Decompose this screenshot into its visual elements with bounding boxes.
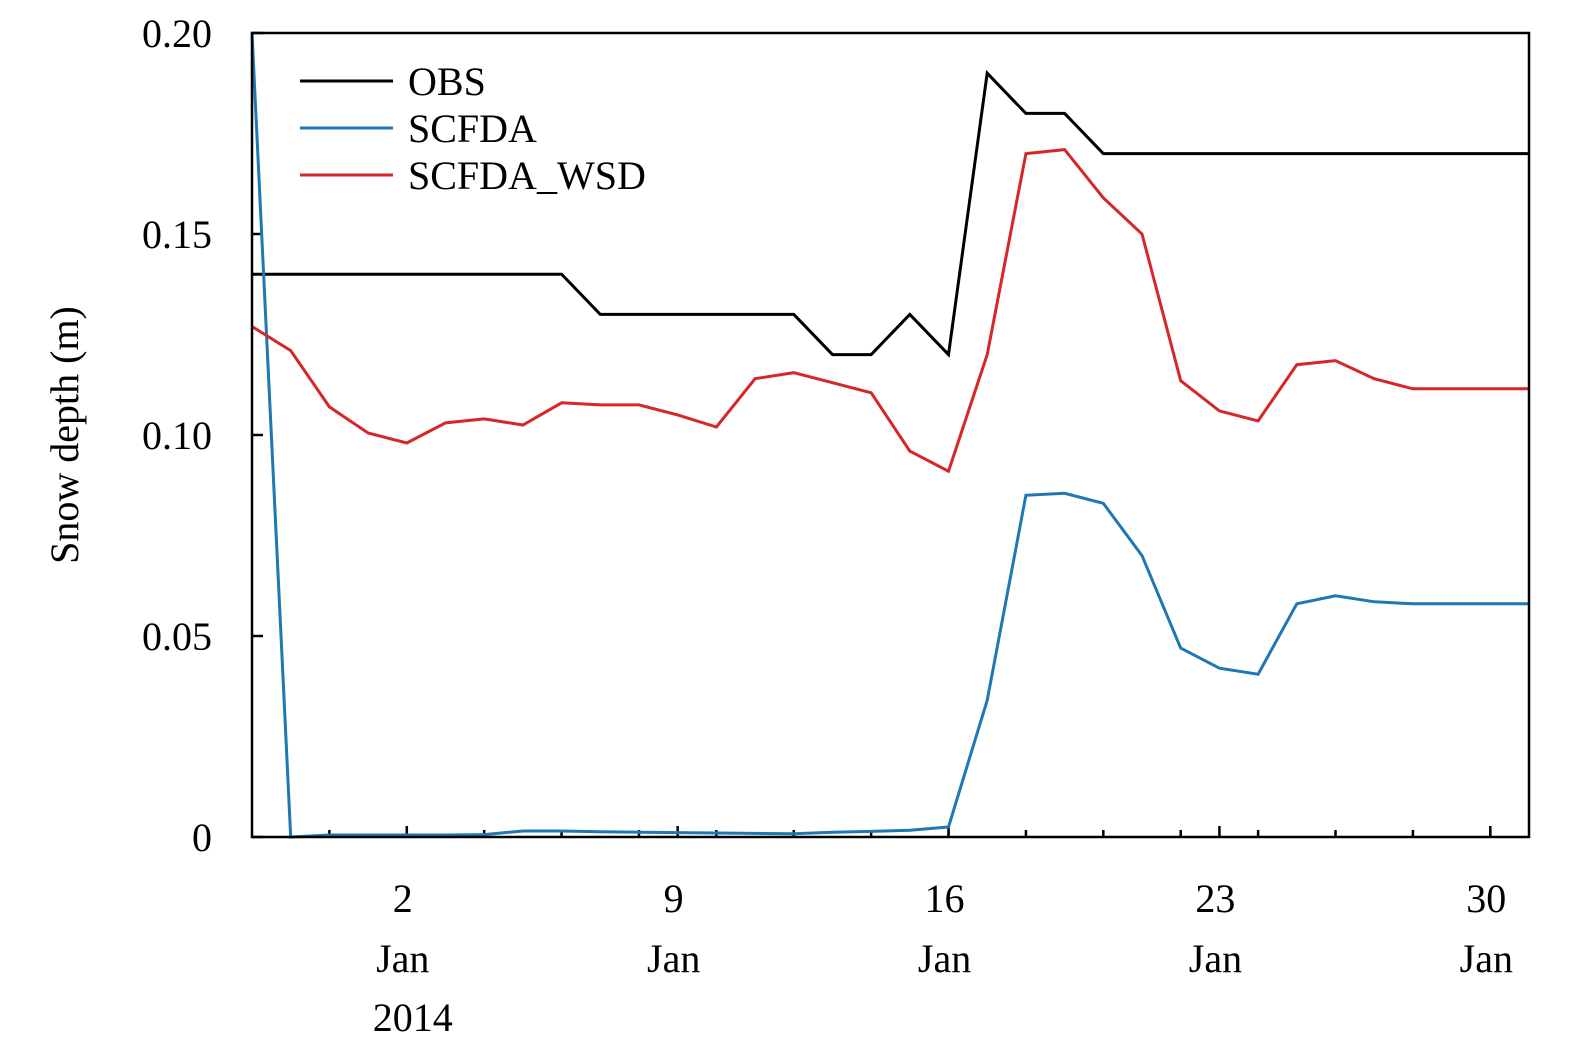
x-tick-day-label: 16 [925,876,965,921]
x-tick-month-label: Jan [647,936,700,981]
x-tick-day-label: 9 [664,876,684,921]
series-line-scfda-wsd [251,148,1529,474]
y-axis-ticks: 0 0.05 0.10 0.15 0.20 [142,11,263,860]
y-tick-label: 0.20 [142,11,212,56]
series-layer [250,32,1529,839]
y-tick-label: 0.10 [142,413,212,458]
y-axis-title: Snow depth (m) [42,306,87,564]
x-tick-month-label: Jan [1460,936,1513,981]
x-tick-day-label: 23 [1195,876,1235,921]
x-tick-month-label: Jan [918,936,971,981]
series-line-obs [252,69,1529,358]
y-tick-label: 0.15 [142,212,212,257]
legend-label: SCFDA [408,106,537,151]
legend-label: SCFDA_WSD [408,153,646,198]
x-tick-day-label: 30 [1466,876,1506,921]
x-tick-month-label: Jan [1189,936,1242,981]
y-tick-label: 0.05 [142,614,212,659]
series-line-scfda [250,32,1529,839]
x-tick-month-label: Jan [376,936,429,981]
plot-frame [250,31,1531,839]
y-tick-label: 0 [192,815,212,860]
x-tick-day-label: 2 [393,876,413,921]
x-tick-year-label: 2014 [373,995,453,1040]
legend-label: OBS [408,59,486,104]
x-axis-ticks: 2 Jan 2014 9 Jan 16 Jan 23 Jan 30 Jan [328,826,1513,1040]
